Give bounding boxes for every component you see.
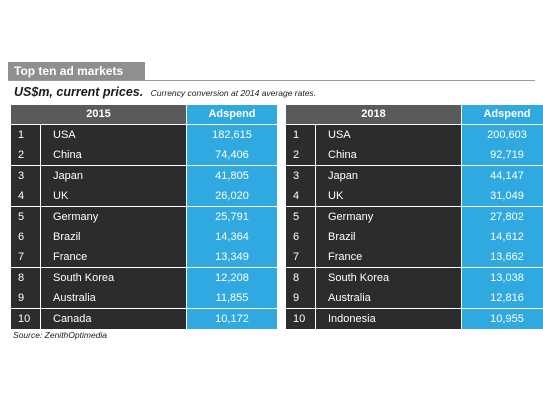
country-cell: Canada xyxy=(41,308,186,329)
country-cell: Germany xyxy=(316,206,461,227)
rank-cell: 3 xyxy=(286,165,315,186)
rank-cell: 8 xyxy=(286,267,315,288)
rank-cell: 4 xyxy=(11,186,40,207)
table-row: 5 Germany 25,791 xyxy=(11,206,277,227)
adspend-cell: 25,791 xyxy=(187,206,277,227)
table-row: 9 Australia 12,816 xyxy=(286,288,543,309)
table-row: 9 Australia 11,855 xyxy=(11,288,277,309)
adspend-header: Adspend xyxy=(187,105,277,124)
rank-cell: 10 xyxy=(286,308,315,329)
adspend-cell: 14,364 xyxy=(187,227,277,247)
rank-cell: 2 xyxy=(286,145,315,166)
table-2015: 2015 Adspend 1 USA 182,615 2 China 74,406 3 Jap… xyxy=(11,105,277,329)
adspend-cell: 13,662 xyxy=(462,247,543,268)
country-cell: Brazil xyxy=(316,227,461,247)
table-row: 3 Japan 41,805 xyxy=(11,165,277,186)
country-cell: South Korea xyxy=(316,267,461,288)
table-row: 4 UK 26,020 xyxy=(11,186,277,207)
title-banner xyxy=(8,62,145,80)
table-header: 2015 Adspend xyxy=(11,105,277,124)
adspend-cell: 10,172 xyxy=(187,308,277,329)
rank-cell: 8 xyxy=(11,267,40,288)
adspend-cell: 26,020 xyxy=(187,186,277,207)
country-cell: Australia xyxy=(316,288,461,309)
rank-cell: 7 xyxy=(11,247,40,268)
table-2018: 2018 Adspend 1 USA 200,603 2 China 92,719 3 Jap… xyxy=(286,105,543,329)
country-cell: USA xyxy=(316,125,461,145)
adspend-cell: 14,612 xyxy=(462,227,543,247)
table-header: 2018 Adspend xyxy=(286,105,543,124)
table-row: 7 France 13,349 xyxy=(11,247,277,268)
adspend-cell: 13,038 xyxy=(462,267,543,288)
page-title: Top ten ad markets xyxy=(14,64,124,78)
country-cell: South Korea xyxy=(41,267,186,288)
subtitle-units: US$m, current prices. xyxy=(14,85,144,99)
rank-cell: 6 xyxy=(11,227,40,247)
country-cell: China xyxy=(316,145,461,166)
table-row: 7 France 13,662 xyxy=(286,247,543,268)
subtitle-note: Currency conversion at 2014 average rate… xyxy=(150,88,317,98)
adspend-cell: 13,349 xyxy=(187,247,277,268)
year-header: 2015 xyxy=(11,105,186,124)
rank-cell: 5 xyxy=(286,206,315,227)
source-note: Source: ZenithOptimedia xyxy=(13,330,108,340)
adspend-cell: 12,816 xyxy=(462,288,543,309)
country-cell: UK xyxy=(316,186,461,207)
country-cell: China xyxy=(41,145,186,166)
rank-cell: 3 xyxy=(11,165,40,186)
country-cell: Germany xyxy=(41,206,186,227)
adspend-cell: 31,049 xyxy=(462,186,543,207)
country-cell: Japan xyxy=(316,165,461,186)
country-cell: USA xyxy=(41,125,186,145)
rank-cell: 5 xyxy=(11,206,40,227)
title-divider xyxy=(8,80,535,81)
adspend-cell: 182,615 xyxy=(187,125,277,145)
table-row: 8 South Korea 12,208 xyxy=(11,267,277,288)
country-cell: Australia xyxy=(41,288,186,309)
adspend-cell: 41,805 xyxy=(187,165,277,186)
rank-cell: 1 xyxy=(11,125,40,145)
subtitle: US$m, current prices. Currency conversio… xyxy=(14,84,316,101)
year-header: 2018 xyxy=(286,105,461,124)
table-row: 1 USA 182,615 xyxy=(11,125,277,145)
country-cell: Japan xyxy=(41,165,186,186)
table-row: 2 China 74,406 xyxy=(11,145,277,166)
adspend-cell: 11,855 xyxy=(187,288,277,309)
table-row: 3 Japan 44,147 xyxy=(286,165,543,186)
table-row: 6 Brazil 14,612 xyxy=(286,227,543,247)
adspend-cell: 74,406 xyxy=(187,145,277,166)
adspend-cell: 12,208 xyxy=(187,267,277,288)
adspend-cell: 44,147 xyxy=(462,165,543,186)
table-row: 1 USA 200,603 xyxy=(286,125,543,145)
rank-cell: 9 xyxy=(286,288,315,309)
rank-cell: 9 xyxy=(11,288,40,309)
table-row: 2 China 92,719 xyxy=(286,145,543,166)
table-row: 10 Canada 10,172 xyxy=(11,308,277,329)
table-row: 6 Brazil 14,364 xyxy=(11,227,277,247)
country-cell: UK xyxy=(41,186,186,207)
rank-cell: 7 xyxy=(286,247,315,268)
adspend-cell: 27,802 xyxy=(462,206,543,227)
adspend-cell: 10,955 xyxy=(462,308,543,329)
country-cell: France xyxy=(316,247,461,268)
adspend-cell: 92,719 xyxy=(462,145,543,166)
adspend-header: Adspend xyxy=(462,105,543,124)
rank-cell: 10 xyxy=(11,308,40,329)
country-cell: France xyxy=(41,247,186,268)
rank-cell: 1 xyxy=(286,125,315,145)
table-row: 5 Germany 27,802 xyxy=(286,206,543,227)
rank-cell: 2 xyxy=(11,145,40,166)
table-row: 10 Indonesia 10,955 xyxy=(286,308,543,329)
adspend-cell: 200,603 xyxy=(462,125,543,145)
table-row: 8 South Korea 13,038 xyxy=(286,267,543,288)
table-row: 4 UK 31,049 xyxy=(286,186,543,207)
rank-cell: 6 xyxy=(286,227,315,247)
country-cell: Brazil xyxy=(41,227,186,247)
country-cell: Indonesia xyxy=(316,308,461,329)
rank-cell: 4 xyxy=(286,186,315,207)
